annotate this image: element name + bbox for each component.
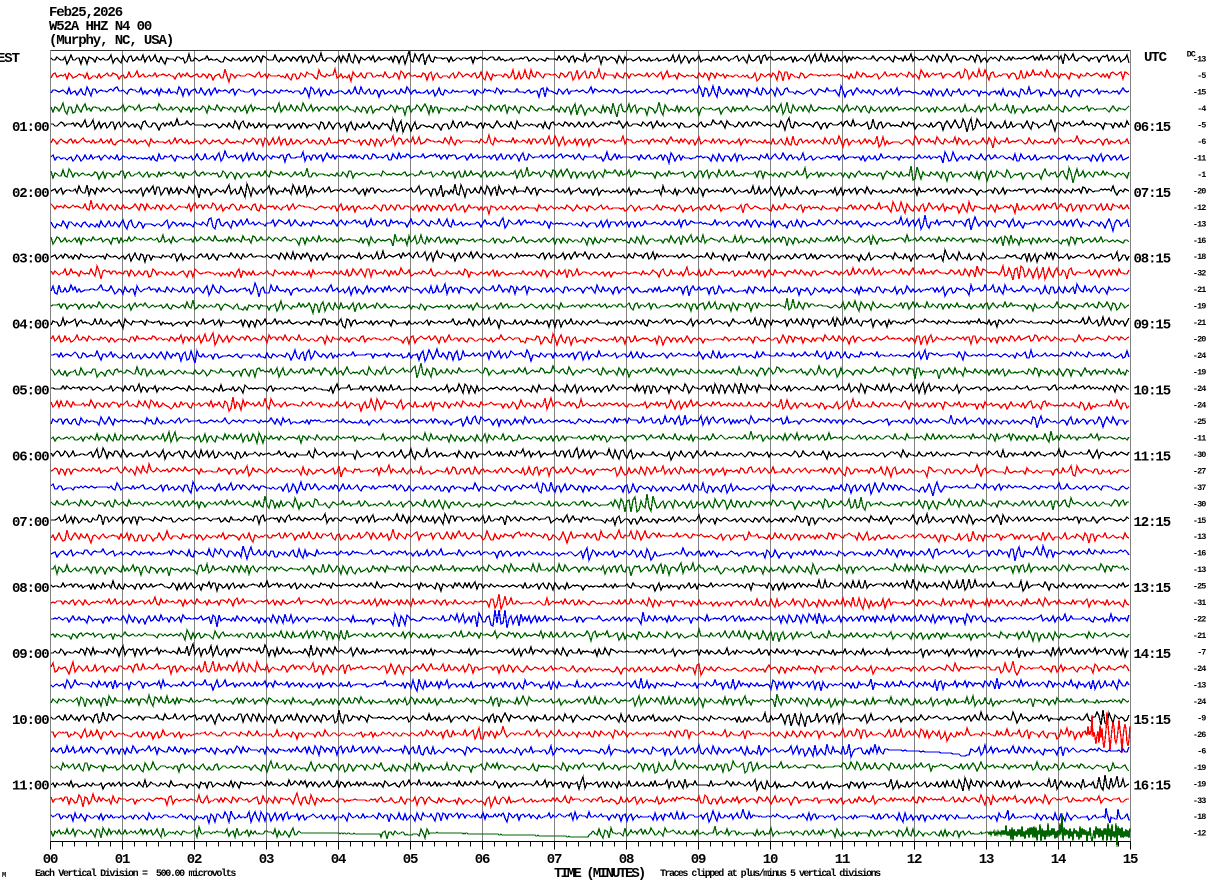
- svg-text:-12: -12: [1193, 829, 1206, 839]
- svg-text:08:15: 08:15: [1134, 252, 1171, 268]
- svg-text:-13: -13: [1193, 532, 1206, 542]
- svg-text:-27: -27: [1193, 466, 1206, 476]
- svg-text:10:00: 10:00: [12, 713, 49, 729]
- svg-text:11:15: 11:15: [1134, 449, 1171, 465]
- svg-text:07:00: 07:00: [12, 515, 49, 531]
- svg-text:02: 02: [187, 852, 202, 868]
- svg-text:-15: -15: [1193, 516, 1206, 526]
- svg-text:-24: -24: [1193, 664, 1206, 674]
- svg-text:00: 00: [43, 852, 58, 868]
- svg-text:06:00: 06:00: [12, 449, 49, 465]
- svg-text:-20: -20: [1193, 335, 1206, 345]
- svg-text:-7: -7: [1197, 648, 1206, 658]
- svg-text:07: 07: [547, 852, 562, 868]
- svg-text:09:00: 09:00: [12, 647, 49, 663]
- svg-text:04: 04: [331, 852, 346, 868]
- svg-text:15: 15: [1123, 852, 1138, 868]
- svg-text:-19: -19: [1193, 763, 1206, 773]
- svg-text:-12: -12: [1193, 203, 1206, 213]
- svg-text:-32: -32: [1193, 269, 1206, 279]
- svg-text:11: 11: [835, 852, 850, 868]
- svg-text:-25: -25: [1193, 582, 1206, 592]
- svg-text:TIME (MINUTES): TIME (MINUTES): [554, 866, 645, 882]
- svg-text:UTC: UTC: [1144, 50, 1168, 66]
- svg-text:06: 06: [475, 852, 490, 868]
- svg-text:-24: -24: [1193, 697, 1206, 707]
- svg-text:-26: -26: [1193, 730, 1206, 740]
- svg-text:-9: -9: [1197, 713, 1206, 723]
- svg-text:-37: -37: [1193, 483, 1206, 493]
- svg-text:(Murphy, NC, USA): (Murphy, NC, USA): [49, 33, 173, 49]
- svg-text:01:00: 01:00: [12, 120, 49, 136]
- svg-text:-13: -13: [1193, 55, 1206, 65]
- svg-text:07:15: 07:15: [1134, 186, 1171, 202]
- svg-text:-6: -6: [1197, 746, 1206, 756]
- svg-text:14: 14: [1051, 852, 1066, 868]
- svg-text:-21: -21: [1193, 318, 1206, 328]
- svg-text:-6: -6: [1197, 137, 1206, 147]
- svg-text:05:00: 05:00: [12, 383, 49, 399]
- svg-text:-11: -11: [1193, 433, 1206, 443]
- svg-text:-1: -1: [1197, 170, 1206, 180]
- svg-text:M: M: [2, 872, 6, 880]
- svg-text:08:00: 08:00: [12, 581, 49, 597]
- svg-text:04:00: 04:00: [12, 318, 49, 334]
- svg-text:-18: -18: [1193, 812, 1206, 822]
- svg-text:-5: -5: [1197, 71, 1206, 81]
- svg-text:-16: -16: [1193, 236, 1206, 246]
- svg-text:03: 03: [259, 852, 274, 868]
- svg-text:-24: -24: [1193, 384, 1206, 394]
- svg-text:05: 05: [403, 852, 418, 868]
- svg-text:Feb25,2026: Feb25,2026: [49, 5, 123, 21]
- svg-text:13: 13: [979, 852, 994, 868]
- svg-text:-22: -22: [1193, 615, 1206, 625]
- svg-text:16:15: 16:15: [1134, 779, 1171, 795]
- svg-text:-19: -19: [1193, 779, 1206, 789]
- svg-text:09:15: 09:15: [1134, 318, 1171, 334]
- svg-text:15:15: 15:15: [1134, 713, 1171, 729]
- svg-text:10: 10: [763, 852, 778, 868]
- svg-text:Each Vertical Division = 500.: Each Vertical Division = 500.00 microvol…: [35, 868, 236, 880]
- svg-text:12:15: 12:15: [1134, 515, 1171, 531]
- svg-text:08: 08: [619, 852, 634, 868]
- svg-text:-21: -21: [1193, 631, 1206, 641]
- svg-text:-19: -19: [1193, 368, 1206, 378]
- svg-text:01: 01: [115, 852, 130, 868]
- svg-text:-20: -20: [1193, 186, 1206, 196]
- svg-text:-21: -21: [1193, 285, 1206, 295]
- svg-text:09: 09: [691, 852, 706, 868]
- svg-text:-31: -31: [1193, 598, 1206, 608]
- svg-text:-25: -25: [1193, 417, 1206, 427]
- svg-text:-18: -18: [1193, 252, 1206, 262]
- svg-text:-33: -33: [1193, 796, 1206, 806]
- svg-text:02:00: 02:00: [12, 186, 49, 202]
- svg-text:-30: -30: [1193, 450, 1206, 460]
- svg-text:Traces clipped at plus/minus 5: Traces clipped at plus/minus 5 vertical …: [660, 868, 881, 880]
- svg-text:-30: -30: [1193, 499, 1206, 509]
- svg-text:-19: -19: [1193, 302, 1206, 312]
- svg-text:W52A HHZ N4 00: W52A HHZ N4 00: [49, 19, 152, 35]
- svg-text:-24: -24: [1193, 400, 1206, 410]
- svg-text:-4: -4: [1197, 104, 1206, 114]
- svg-text:-13: -13: [1193, 680, 1206, 690]
- svg-text:EST: EST: [0, 51, 20, 67]
- svg-text:13:15: 13:15: [1134, 581, 1171, 597]
- svg-text:-15: -15: [1193, 88, 1206, 98]
- svg-text:12: 12: [907, 852, 922, 868]
- svg-text:-24: -24: [1193, 351, 1206, 361]
- svg-text:10:15: 10:15: [1134, 383, 1171, 399]
- svg-text:14:15: 14:15: [1134, 647, 1171, 663]
- svg-text:06:15: 06:15: [1134, 120, 1171, 136]
- svg-text:03:00: 03:00: [12, 252, 49, 268]
- svg-text:-5: -5: [1197, 120, 1206, 130]
- svg-text:-13: -13: [1193, 219, 1206, 229]
- svg-text:-11: -11: [1193, 153, 1206, 163]
- svg-text:11:00: 11:00: [12, 779, 49, 795]
- svg-text:-16: -16: [1193, 549, 1206, 559]
- svg-text:-13: -13: [1193, 565, 1206, 575]
- svg-text:DC: DC: [1187, 50, 1196, 60]
